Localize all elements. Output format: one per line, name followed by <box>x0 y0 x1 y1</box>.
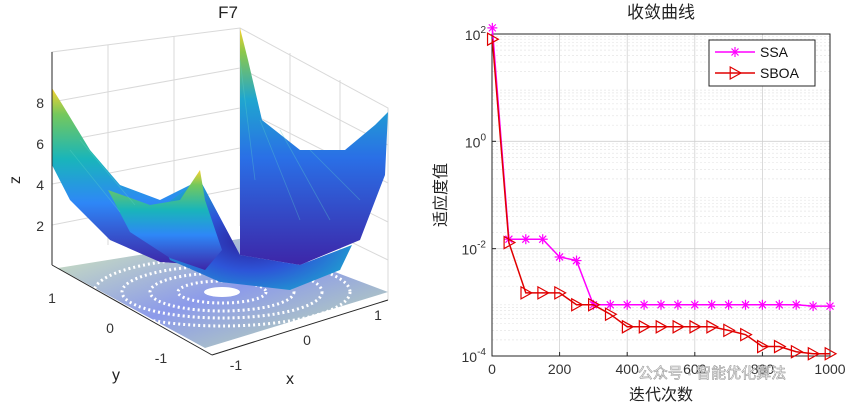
series-point <box>773 339 787 354</box>
series-point <box>689 299 700 310</box>
surface-plot-panel: F7 <box>7 3 389 388</box>
surface-axes-frame <box>51 52 389 356</box>
series-point <box>520 234 531 245</box>
series-point <box>554 285 567 300</box>
series-point <box>807 346 821 361</box>
series-point <box>723 323 736 338</box>
series-point <box>790 344 804 359</box>
series-point <box>571 297 584 312</box>
series-point <box>689 319 703 334</box>
x-tick-label: 800 <box>751 361 775 377</box>
series-point <box>824 346 838 361</box>
series-point <box>621 319 635 334</box>
series-point <box>756 339 770 354</box>
series-point <box>740 299 751 310</box>
convergence-y-axis-label: 适应度值 <box>431 163 450 227</box>
convergence-plot-title: 收敛曲线 <box>627 3 695 22</box>
y-tick-label: 102 <box>465 25 487 43</box>
z-tick-label: 6 <box>36 136 44 152</box>
convergence-x-ticks: 0 200 400 600 800 1000 <box>488 352 846 377</box>
series-point <box>486 32 500 47</box>
series-point <box>740 327 753 342</box>
y-tick-label: 100 <box>465 132 487 150</box>
series-point <box>622 299 633 310</box>
x-axis-label: x <box>286 371 294 388</box>
convergence-x-axis-label: 迭代次数 <box>629 386 693 404</box>
series-point <box>825 301 835 312</box>
x-tick-label: 200 <box>548 361 572 377</box>
series-point <box>554 251 565 262</box>
legend-label: SBOA <box>760 65 800 81</box>
y-tick-label: 1 <box>48 290 56 306</box>
z-tick-label: 8 <box>36 95 44 111</box>
series-point <box>587 297 601 312</box>
series-point <box>537 234 548 245</box>
legend-label: SSA <box>760 44 789 60</box>
series-point <box>672 299 683 310</box>
series-point <box>656 299 666 310</box>
series-point <box>706 319 719 334</box>
series-point <box>774 299 785 310</box>
z-axis-label: z <box>7 176 24 184</box>
convergence-plot-panel: 收敛曲线 0 200 400 600 800 1000 102 100 10-2 10-4 迭代… <box>431 3 846 404</box>
x-tick-label: 400 <box>616 361 640 377</box>
y-axis-label: y <box>112 367 120 384</box>
y-tick-label: 10-4 <box>462 347 487 365</box>
x-tick-label: 0 <box>303 332 311 348</box>
surface-x-ticks: -1 0 1 <box>230 307 382 373</box>
series-point <box>605 299 616 310</box>
x-tick-label: -1 <box>230 357 243 373</box>
series-point <box>723 299 734 310</box>
legend-marker <box>730 47 740 57</box>
x-tick-label: 1 <box>374 307 382 323</box>
legend-item: SSA <box>715 44 789 60</box>
x-tick-label: 600 <box>683 361 707 377</box>
x-tick-label: 1000 <box>814 361 845 377</box>
watermark-text: 公众号 · 智能优化算法 <box>638 364 786 382</box>
series-point <box>604 307 618 322</box>
y-tick-label: 10-2 <box>462 240 487 258</box>
surface-z-ticks: 2 4 6 8 <box>36 95 44 234</box>
z-tick-label: 4 <box>36 177 44 193</box>
series-sboa <box>486 32 838 361</box>
series-point <box>639 299 650 310</box>
legend-marker <box>729 65 743 81</box>
series-point <box>520 285 534 300</box>
series-point <box>487 22 498 33</box>
surface-mesh <box>52 28 388 290</box>
surface-y-ticks: 1 0 -1 <box>48 290 167 366</box>
legend: SSA SBOA <box>708 39 816 87</box>
legend-item: SBOA <box>715 65 800 81</box>
series-point <box>808 301 819 312</box>
series-layer <box>486 22 838 361</box>
series-point <box>571 255 582 266</box>
convergence-y-ticks: 102 100 10-2 10-4 <box>462 25 496 365</box>
plot-area-frame <box>491 33 831 357</box>
series-point <box>655 319 669 334</box>
x-tick-label: 0 <box>488 361 496 377</box>
y-tick-label: -1 <box>155 350 168 366</box>
z-tick-label: 2 <box>36 218 44 234</box>
series-point <box>791 299 802 310</box>
series-point <box>757 299 768 310</box>
series-point <box>638 319 652 334</box>
y-tick-label: 0 <box>106 320 114 336</box>
surface-plot-title: F7 <box>218 3 238 22</box>
series-point <box>706 299 717 310</box>
series-point <box>503 235 517 250</box>
series-point <box>537 285 550 300</box>
series-point <box>672 319 686 334</box>
grid-minor <box>492 36 830 341</box>
